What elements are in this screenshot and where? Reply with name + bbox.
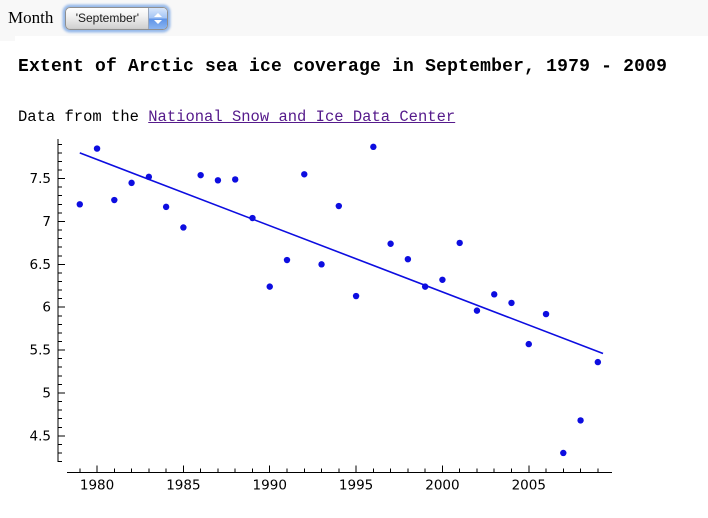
data-point <box>76 201 83 208</box>
data-point <box>456 239 463 247</box>
y-tick-label: 6 <box>42 300 51 316</box>
data-point <box>111 196 118 204</box>
data-point <box>335 202 343 210</box>
data-point <box>283 256 291 264</box>
arrow-down-icon <box>154 19 163 24</box>
x-tick-label: 1985 <box>166 478 200 494</box>
data-point <box>352 292 360 300</box>
data-point <box>266 283 273 290</box>
data-point <box>421 283 429 290</box>
data-point <box>473 307 481 314</box>
data-point <box>508 299 515 307</box>
x-tick-label: 1980 <box>80 478 114 494</box>
x-tick-label: 2005 <box>512 478 546 494</box>
data-point <box>93 145 101 152</box>
month-label: Month <box>8 8 54 27</box>
data-point <box>231 176 239 183</box>
y-tick-label: 4.5 <box>30 428 51 444</box>
data-point <box>145 173 153 181</box>
x-tick-label: 1990 <box>253 478 287 494</box>
data-point <box>560 449 567 457</box>
month-select[interactable]: 'September' <box>65 6 169 30</box>
data-point <box>214 177 222 184</box>
trend-line <box>79 152 604 355</box>
stepper-arrows-icon <box>148 7 168 29</box>
data-point <box>525 340 532 348</box>
data-point <box>577 417 584 424</box>
chart-canvas: 4.5 5 5.5 6 6.5 7 7.5 1980 1985 1990 1995 2000 2005 <box>30 139 612 494</box>
data-point <box>594 358 602 366</box>
x-tick-label: 1995 <box>339 478 373 494</box>
data-point <box>128 179 135 187</box>
data-point <box>197 171 204 179</box>
data-point <box>387 240 394 247</box>
data-point <box>301 171 308 178</box>
data-point <box>404 255 412 263</box>
data-point <box>370 143 377 151</box>
page-title: Extent of Arctic sea ice coverage in Sep… <box>18 57 668 77</box>
data-point <box>318 261 325 268</box>
y-tick-label: 5.5 <box>30 343 51 359</box>
x-tick-label: 2000 <box>425 478 459 494</box>
data-source-line: Data from the National Snow and Ice Data… <box>18 108 455 126</box>
y-tick-label: 5 <box>42 385 51 401</box>
y-tick-label: 6.5 <box>30 257 51 273</box>
control-strip-notch <box>0 36 15 41</box>
data-source-link[interactable]: National Snow and Ice Data Center <box>148 108 456 126</box>
month-select-value: 'September' <box>75 10 139 25</box>
interact-control-strip: Month 'September' <box>0 0 708 36</box>
data-point <box>491 291 498 298</box>
data-source-prefix: Data from the <box>18 108 149 126</box>
data-point <box>180 224 187 231</box>
data-point <box>162 203 170 211</box>
data-point <box>542 310 550 318</box>
scatter-plot: 4.5 5 5.5 6 6.5 7 7.5 1980 1985 1990 1995 2000 2005 <box>0 130 708 513</box>
data-point <box>249 214 256 222</box>
arrow-up-icon <box>154 12 163 17</box>
y-tick-label: 7 <box>42 214 51 230</box>
y-tick-label: 7.5 <box>30 171 51 187</box>
data-point <box>439 276 446 283</box>
